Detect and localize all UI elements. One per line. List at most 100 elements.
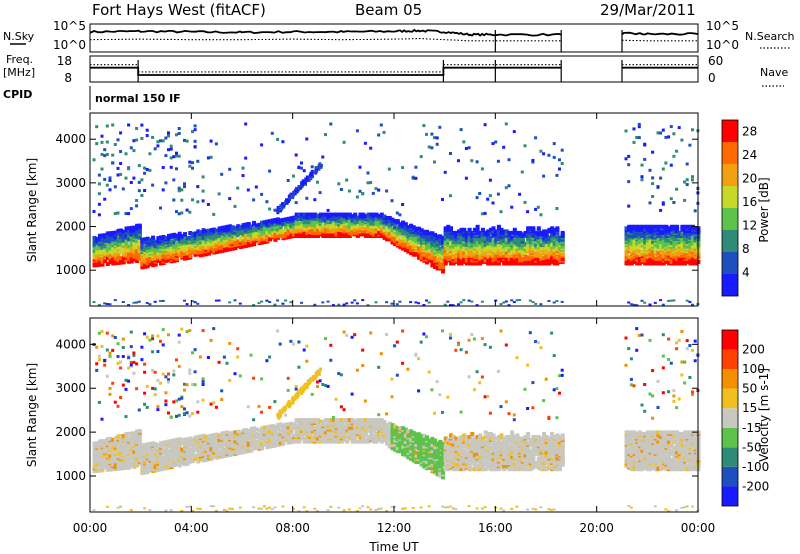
velocity-cell [161,328,165,332]
velocity-cell [246,441,251,446]
velocity-cell [180,396,184,400]
velocity-cell [204,434,209,439]
power-cell [550,247,555,252]
velocity-cell [246,429,251,434]
power-cell [145,302,149,304]
velocity-cell [105,449,110,454]
power-cell [228,224,233,229]
velocity-cell [196,400,200,404]
power-cell [417,226,422,231]
power-cell [293,192,297,196]
velocity-cell [185,506,189,508]
power-cell [193,239,198,244]
power-cell [518,192,522,196]
colorbar-swatch [722,230,738,252]
velocity-cell [196,459,201,464]
power-cell [454,249,459,254]
velocity-cell [145,445,150,450]
power-cell [427,252,432,257]
power-cell [321,212,326,217]
power-cell [438,261,443,266]
power-cell [627,241,632,246]
power-cell [464,176,468,180]
velocity-cell [132,353,136,357]
power-cell [632,255,637,260]
power-cell [183,252,187,256]
velocity-cell [140,460,145,465]
velocity-cell [151,337,155,341]
power-cell [531,226,536,231]
power-cell [337,303,341,306]
power-cell [457,303,460,306]
power-cell [127,244,132,249]
colorbar-swatch [722,120,738,142]
power-cell [291,196,295,200]
power-cell [153,147,157,151]
power-cell [486,253,491,258]
power-cell [475,224,480,229]
power-cell [317,164,321,168]
velocity-cell [217,449,222,453]
power-frame [89,112,699,307]
power-cell [459,249,464,254]
velocity-cell [97,400,101,404]
power-cell [667,135,671,139]
power-cell [661,224,666,229]
velocity-cell [188,371,192,375]
power-cell [316,180,319,184]
power-cell [688,258,693,263]
power-cell [238,231,243,236]
velocity-cell [183,407,186,411]
power-cell [379,232,384,237]
power-cell [457,238,461,243]
power-cell [531,301,535,303]
power-cell [523,144,527,148]
power-cell [273,231,278,236]
velocity-cell [175,399,178,403]
velocity-cell [228,452,233,457]
power-cell [172,232,177,237]
velocity-cell [108,386,112,390]
freq-tick-bottom: 8 [64,71,72,85]
power-cell [175,247,179,252]
velocity-cell [214,452,219,457]
power-cell [539,238,544,243]
power-cell [627,154,631,158]
power-cell [640,241,645,246]
power-cell [467,299,471,302]
velocity-cell [111,467,116,472]
velocity-cell [100,330,104,333]
power-cell [212,236,217,241]
power-cell [140,194,144,197]
velocity-cell [244,441,249,446]
power-cell [536,235,541,240]
power-cell [97,192,101,196]
power-cell [449,259,453,264]
power-cell [459,301,463,304]
power-cell [443,252,448,257]
power-cell [355,195,359,199]
power-cell [156,259,161,263]
power-cell [459,227,464,232]
velocity-cell [188,447,193,452]
power-cell [677,252,682,257]
power-cell [467,146,471,150]
power-cell [169,156,173,160]
power-cell [515,234,520,238]
power-cell [169,242,174,247]
velocity-cell [175,448,179,453]
velocity-cell [198,507,202,510]
power-cell [467,237,472,241]
power-cell [361,299,365,302]
power-cell [339,212,344,217]
power-cell [547,240,552,245]
power-cell [135,138,139,142]
power-cell [531,158,535,162]
power-cell [345,218,350,223]
power-cell [390,235,395,240]
velocity-cell [116,434,121,439]
velocity-cell [103,438,108,443]
power-cell [659,224,664,229]
velocity-cell [121,444,126,449]
velocity-cell [180,327,184,331]
